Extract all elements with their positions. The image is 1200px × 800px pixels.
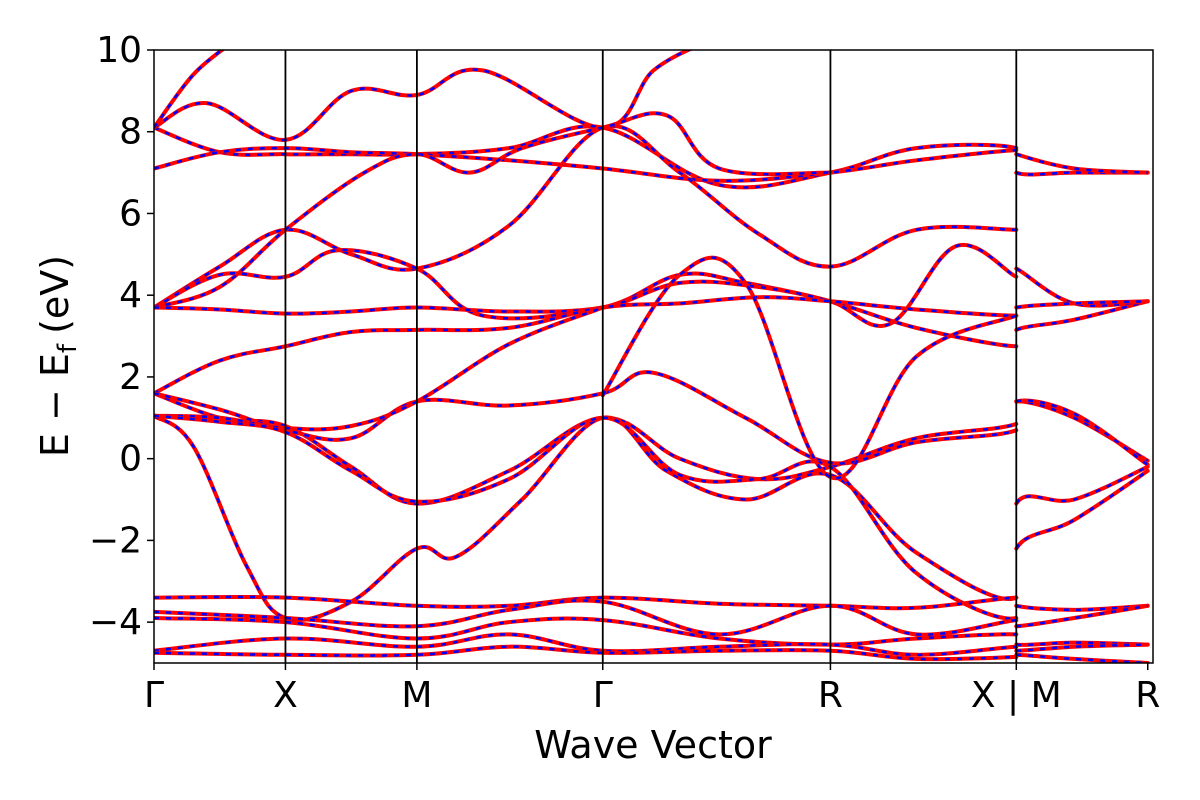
x-tick-label-1: X bbox=[273, 675, 298, 716]
x-tick-label-4: R bbox=[818, 675, 843, 716]
x-axis-ticks: Γ X M Γ R X | M R bbox=[144, 663, 1160, 716]
band-overlay-11 bbox=[154, 306, 604, 431]
y-tick-label-5: 0 bbox=[119, 439, 142, 480]
y-axis-ticks: 10 8 6 4 2 0 −2 −4 bbox=[89, 30, 154, 643]
band-overlay-16 bbox=[154, 599, 1148, 636]
high-symmetry-lines bbox=[284, 50, 1018, 663]
x-tick-label-2: M bbox=[401, 675, 432, 716]
band-line-5 bbox=[154, 111, 833, 310]
y-tick-label-1: 8 bbox=[119, 112, 142, 153]
band-overlay-6 bbox=[154, 248, 1149, 348]
x-tick-label-3: Γ bbox=[593, 675, 613, 716]
x-tick-label-0: Γ bbox=[144, 675, 164, 716]
band-overlay-19 bbox=[154, 645, 1148, 663]
y-axis-label-subscript: f bbox=[53, 343, 83, 353]
y-tick-label-2: 6 bbox=[119, 193, 142, 234]
band-overlay-2 bbox=[154, 50, 692, 142]
band-overlay-15 bbox=[154, 595, 1148, 612]
band-overlay-18 bbox=[154, 633, 1148, 657]
y-tick-label-4: 2 bbox=[119, 357, 142, 398]
plot-frame bbox=[153, 49, 1154, 664]
band-overlay-14 bbox=[601, 256, 1017, 480]
band-overlay-8 bbox=[154, 295, 1148, 395]
y-tick-label-6: −2 bbox=[89, 520, 142, 561]
x-axis-label: Wave Vector bbox=[534, 723, 772, 767]
x-tick-label-5: X | M bbox=[971, 675, 1062, 716]
band-overlay-3 bbox=[154, 50, 225, 129]
y-axis-label-unit: (eV) bbox=[33, 255, 77, 334]
band-overlay-1 bbox=[154, 146, 1148, 183]
y-axis-label-main: E − E bbox=[33, 353, 77, 457]
y-axis-label: E − Ef (eV) bbox=[33, 255, 83, 457]
band-overlay-0 bbox=[154, 125, 1148, 189]
band-overlay-12 bbox=[154, 414, 1149, 622]
band-overlay-17 bbox=[154, 616, 1148, 647]
y-tick-label-0: 10 bbox=[96, 30, 142, 71]
y-tick-label-7: −4 bbox=[89, 602, 142, 643]
y-tick-label-3: 4 bbox=[119, 275, 142, 316]
x-tick-label-6: R bbox=[1135, 675, 1160, 716]
